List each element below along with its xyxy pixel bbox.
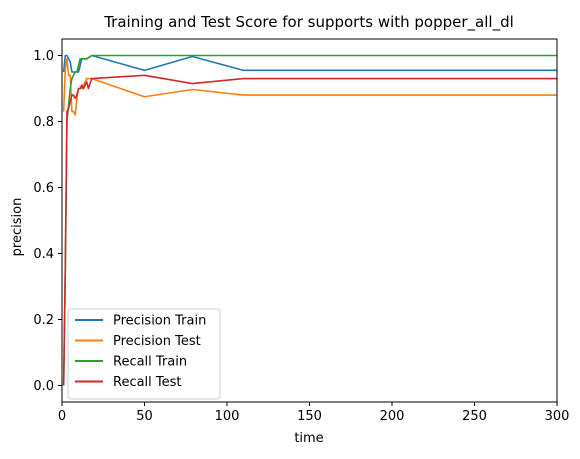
x-tick-label: 250 <box>462 409 487 424</box>
x-tick-label: 200 <box>380 409 405 424</box>
series-line-recall-test <box>62 74 557 386</box>
legend-label-precision-test: Precision Test <box>113 334 201 349</box>
y-tick-label: 0.2 <box>33 313 54 328</box>
x-axis: 0 50 100 150 200 250 300 <box>58 402 570 424</box>
x-tick-label: 150 <box>297 409 322 424</box>
y-tick-label: 0.4 <box>33 247 54 262</box>
x-tick-label: 100 <box>215 409 240 424</box>
y-tick-label: 1.0 <box>33 49 54 64</box>
chart-title: Training and Test Score for supports wit… <box>103 13 514 32</box>
series-line-precision-train <box>62 54 557 73</box>
series-layer <box>62 54 557 386</box>
x-tick-label: 50 <box>136 409 153 424</box>
y-axis: 0.0 0.2 0.4 0.6 0.8 1.0 <box>33 49 62 394</box>
y-tick-label: 0.8 <box>33 115 54 130</box>
x-tick-label: 300 <box>545 409 570 424</box>
y-tick-label: 0.6 <box>33 181 54 196</box>
legend: Precision Train Precision Test Recall Trai… <box>67 308 221 400</box>
x-tick-label: 0 <box>58 409 66 424</box>
series-line-recall-train <box>62 54 557 386</box>
x-axis-label: time <box>294 431 323 446</box>
legend-label-recall-train: Recall Train <box>113 355 187 370</box>
legend-box <box>67 308 221 400</box>
legend-label-precision-train: Precision Train <box>113 314 206 329</box>
legend-label-recall-test: Recall Test <box>113 375 182 390</box>
y-tick-label: 0.0 <box>33 379 54 394</box>
y-axis-label: precision <box>10 198 25 257</box>
series-line-precision-test <box>62 57 557 116</box>
